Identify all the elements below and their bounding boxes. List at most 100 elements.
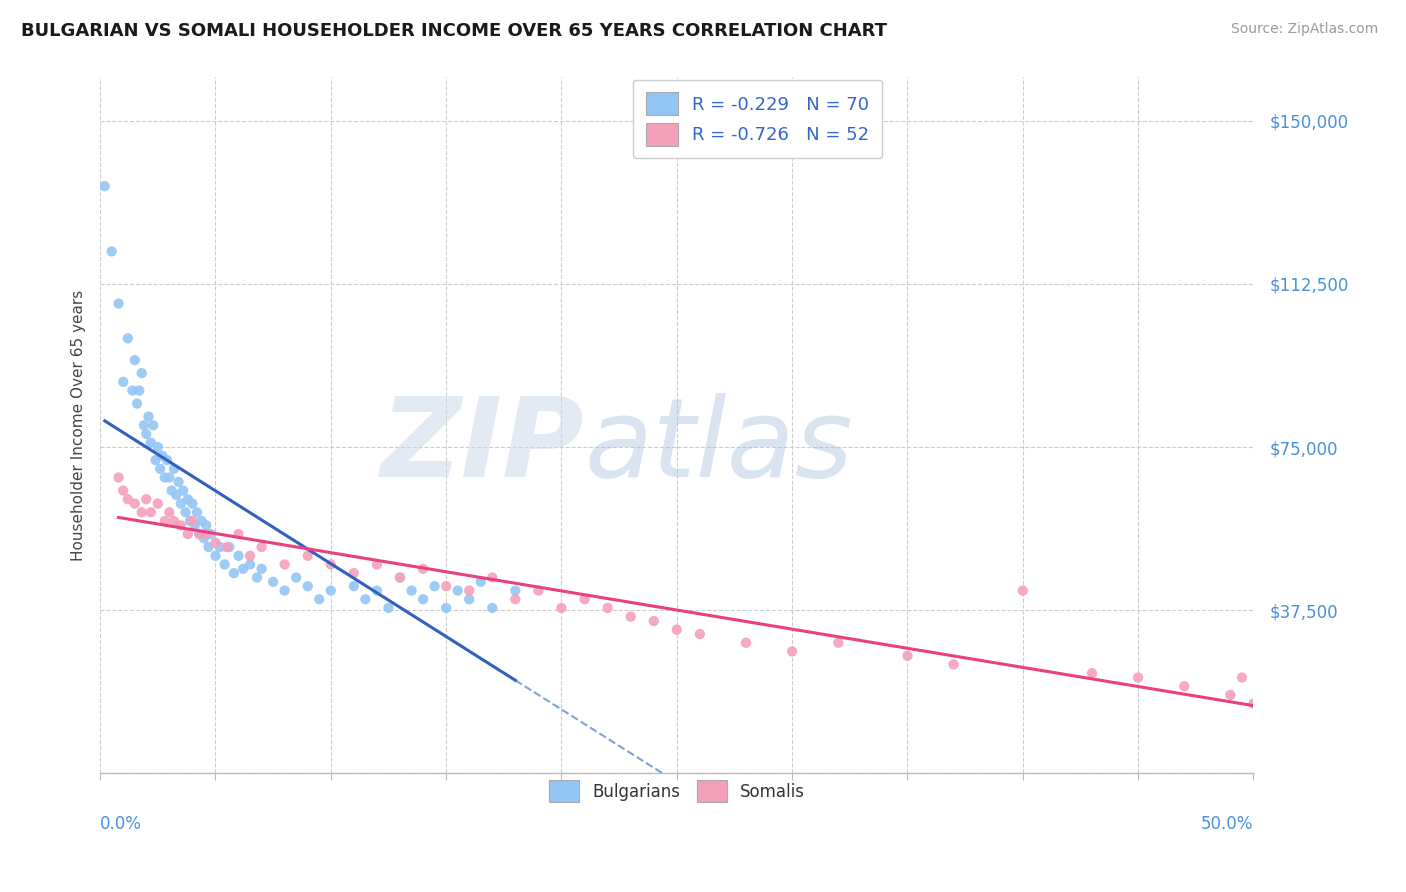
Point — [179, 514, 201, 528]
Point — [146, 497, 169, 511]
Point — [643, 614, 665, 628]
Point — [209, 540, 232, 554]
Point — [124, 497, 146, 511]
Point — [527, 583, 550, 598]
Point — [574, 592, 596, 607]
Point — [354, 592, 377, 607]
Point — [366, 583, 388, 598]
Point — [942, 657, 965, 672]
Point — [596, 601, 619, 615]
Point — [153, 470, 176, 484]
Point — [156, 453, 179, 467]
Point — [204, 535, 226, 549]
Point — [273, 558, 295, 572]
Point — [481, 601, 503, 615]
Point — [239, 558, 262, 572]
Point — [174, 505, 197, 519]
Point — [177, 492, 200, 507]
Point — [117, 331, 139, 345]
Point — [1011, 583, 1033, 598]
Point — [550, 601, 572, 615]
Point — [112, 483, 135, 498]
Point — [1081, 666, 1104, 681]
Point — [366, 558, 388, 572]
Point — [93, 179, 115, 194]
Point — [135, 492, 157, 507]
Point — [125, 396, 148, 410]
Point — [193, 532, 215, 546]
Text: 50.0%: 50.0% — [1201, 815, 1254, 833]
Point — [319, 583, 342, 598]
Point — [157, 470, 180, 484]
Point — [218, 540, 240, 554]
Point — [138, 409, 160, 424]
Point — [232, 562, 254, 576]
Point — [188, 527, 211, 541]
Point — [131, 366, 153, 380]
Text: ZIP: ZIP — [381, 392, 585, 500]
Point — [388, 570, 411, 584]
Point — [153, 514, 176, 528]
Point — [131, 505, 153, 519]
Point — [142, 418, 165, 433]
Point — [181, 514, 204, 528]
Point — [121, 384, 143, 398]
Point — [100, 244, 122, 259]
Point — [183, 518, 205, 533]
Point — [308, 592, 330, 607]
Point — [689, 627, 711, 641]
Text: 0.0%: 0.0% — [100, 815, 142, 833]
Point — [107, 470, 129, 484]
Point — [135, 427, 157, 442]
Point — [285, 570, 308, 584]
Point — [197, 540, 219, 554]
Point — [117, 492, 139, 507]
Point — [458, 583, 481, 598]
Point — [177, 527, 200, 541]
Point — [214, 558, 236, 572]
Point — [107, 296, 129, 310]
Point — [1243, 697, 1265, 711]
Point — [152, 449, 174, 463]
Text: Source: ZipAtlas.com: Source: ZipAtlas.com — [1230, 22, 1378, 37]
Point — [388, 570, 411, 584]
Point — [165, 488, 187, 502]
Point — [215, 540, 238, 554]
Point — [273, 583, 295, 598]
Point — [343, 566, 366, 581]
Point — [401, 583, 423, 598]
Point — [412, 562, 434, 576]
Point — [780, 644, 803, 658]
Point — [190, 514, 212, 528]
Point — [195, 527, 218, 541]
Point — [377, 601, 399, 615]
Point — [145, 453, 167, 467]
Point — [470, 574, 492, 589]
Point — [195, 518, 218, 533]
Point — [458, 592, 481, 607]
Point — [222, 566, 245, 581]
Point — [896, 648, 918, 663]
Point — [228, 527, 250, 541]
Point — [297, 579, 319, 593]
Point — [423, 579, 446, 593]
Point — [228, 549, 250, 563]
Point — [1230, 671, 1253, 685]
Point — [139, 505, 162, 519]
Point — [250, 540, 273, 554]
Point — [297, 549, 319, 563]
Point — [447, 583, 470, 598]
Point — [412, 592, 434, 607]
Point — [146, 440, 169, 454]
Point — [160, 483, 183, 498]
Point — [124, 353, 146, 368]
Point — [204, 549, 226, 563]
Point — [1126, 671, 1149, 685]
Point — [139, 435, 162, 450]
Point — [170, 518, 193, 533]
Point — [250, 562, 273, 576]
Point — [200, 527, 222, 541]
Point — [181, 497, 204, 511]
Point — [319, 558, 342, 572]
Point — [620, 609, 643, 624]
